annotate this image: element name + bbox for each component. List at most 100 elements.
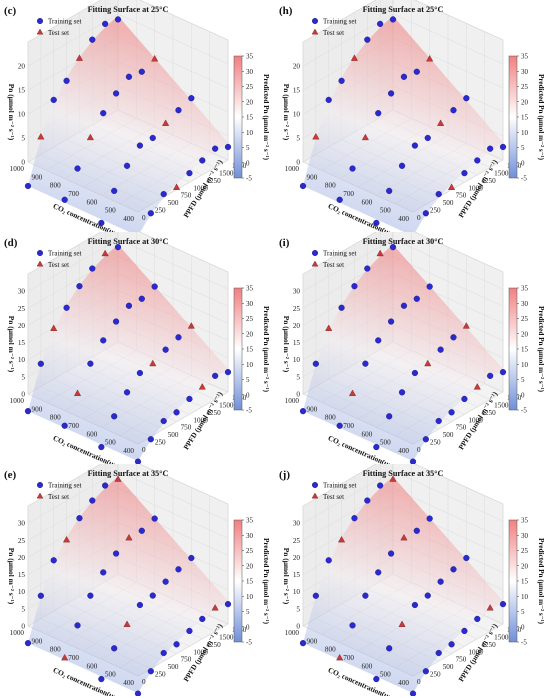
training-point [386,413,393,420]
legend-training-label: Training set [323,482,356,490]
colorbar-tick-label: 10 [521,129,529,137]
training-point [461,395,468,403]
z-tick-label: 20 [18,63,26,71]
z-axis-label: Pn (μmol m⁻² s⁻¹) [7,316,16,373]
training-point [377,20,384,27]
test-point [50,324,58,331]
legend-test-label: Test set [48,261,69,269]
y-tick-label: 1500 [219,401,234,409]
test-point [61,653,69,661]
legend-test-label: Test set [48,29,69,37]
training-point [89,497,96,504]
colorbar-tick-label: 10 [246,361,254,369]
z-tick-label: 10 [18,356,26,364]
y-tick-label: 1500 [219,633,234,641]
training-point [136,601,144,609]
training-point [199,615,206,623]
colorbar [508,55,518,179]
training-point [351,283,358,290]
z-tick-label: 0 [21,623,25,631]
colorbar-tick-label: -5 [246,175,252,183]
training-point [37,592,44,599]
x-tick-label: 800 [325,414,336,422]
z-tick-label: 20 [293,63,301,71]
colorbar-tick-label: 20 [521,330,529,338]
training-point [125,73,133,80]
training-point [349,165,356,172]
training-point [63,77,70,84]
legend-training-marker [37,482,44,489]
x-gridline [412,504,504,677]
x-tick-label: 1000 [10,397,25,405]
training-point [375,569,382,576]
x-tick-label: 500 [380,439,391,447]
training-point [389,244,397,251]
z-tick-label: 5 [296,135,300,143]
colorbar-tick-label: 35 [246,53,254,61]
training-point [199,157,206,164]
colorbar-tick-label: 15 [246,578,254,586]
training-point [409,458,417,464]
x-tick-label: 900 [307,173,318,181]
colorbar-tick-label: 0 [521,391,525,399]
training-point [111,413,118,420]
colorbar-tick-label: 15 [521,346,529,354]
colorbar-tick-label: 35 [521,53,529,61]
y-tick-label: 1000 [193,184,208,192]
colorbar-tick-label: 15 [246,346,254,354]
x-tick-label: 1000 [285,397,300,405]
panel-label: (d) [4,237,18,249]
colorbar-tick-label: -5 [521,407,527,415]
y-tick-label: 250 [430,671,441,679]
colorbar-tick-label: 10 [246,593,254,601]
training-point [100,569,107,576]
fitted-surface [303,476,503,694]
x-tick-label: 700 [343,422,354,430]
y-tick-label: 500 [443,199,454,207]
x-tick-label: 600 [87,198,98,206]
panel-label: (c) [4,5,17,17]
training-point [136,142,144,149]
training-point [125,302,133,309]
x-tick-label: 400 [398,215,409,223]
training-point [413,68,420,75]
chart-title: Fitting Surface at 30°C [88,237,169,246]
training-point [76,283,83,290]
test-point [350,54,358,61]
training-point [463,554,470,562]
training-point [461,170,468,177]
training-point [463,95,470,102]
test-point [336,653,344,661]
training-point [76,515,83,522]
y-tick-label: 500 [168,431,179,439]
y-tick-label: 750 [456,192,467,200]
colorbar [508,519,518,643]
training-point [160,649,167,657]
y-tick-label: 1000 [468,648,483,656]
chart-title: Fitting Surface at 35°C [363,469,444,478]
training-point [212,372,219,379]
legend-training-marker [37,18,44,25]
colorbar-tick-label: 20 [246,98,254,106]
legend-test-label: Test set [323,261,344,269]
training-point [448,641,455,648]
colorbar-tick-label: 5 [246,376,250,384]
x-tick-label: 400 [123,215,134,223]
x-gridline [412,272,504,445]
training-point [398,389,406,396]
x-tick-label: 900 [32,405,43,413]
x-tick-label: 1000 [285,165,300,173]
training-point [373,219,380,227]
training-point [362,592,369,599]
training-point [100,337,107,344]
training-point [61,196,68,203]
colorbar-tick-label: 20 [246,562,254,570]
training-point [373,675,380,683]
training-point [173,641,180,648]
colorbar-tick-label: 30 [246,300,254,308]
colorbar-tick-label: 30 [521,68,529,76]
training-point [450,334,457,341]
training-point [100,110,107,117]
